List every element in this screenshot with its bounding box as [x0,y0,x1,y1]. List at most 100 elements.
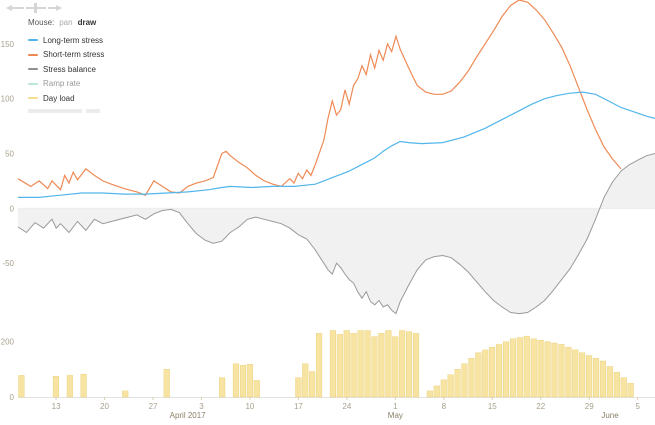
day-load-bar [606,366,613,398]
day-load-bar [537,340,544,398]
x-tick-label: 27 [149,402,158,411]
stress-lines-layer [17,0,655,198]
day-load-bar [447,374,454,398]
pan-arrows-icon[interactable] [4,0,64,18]
month-label: June [601,411,619,420]
x-tick-label: 17 [294,402,303,411]
mode-pan-option[interactable]: pan [59,18,73,27]
legend-footer [28,108,104,113]
stress-balance-swatch [28,68,38,71]
day-load-bar [371,336,378,398]
day-load-bar [426,390,433,398]
day-load-bar [406,331,413,398]
legend-panel: Mouse: pan draw Long-term stress Short-t… [28,18,104,113]
x-tick-label: 5 [635,402,640,411]
day-load-bar [613,371,620,398]
day-load-bar [343,330,350,398]
short-term-stress-swatch [28,53,38,56]
mouse-mode-selector: Mouse: pan draw [28,18,104,27]
day-load-bar [461,363,468,398]
stress-balance-area [18,153,655,314]
day-load-bar [579,352,586,398]
month-label: April 2017 [170,411,207,420]
day-load-bar [336,334,343,398]
day-load-bar [599,360,606,398]
legend-footer-bar [86,108,100,113]
axes-layer: 150 100 50 0 -50 200 0 13 20 27 3 10 17 24 1 8 15 22 29 5 Ap… [1,40,641,420]
day-load-bar [163,369,170,398]
mouse-mode-label: Mouse: [28,18,55,27]
day-load-bar [440,379,447,398]
x-tick-label: 8 [442,402,447,411]
day-load-swatch [28,97,38,100]
day-load-bar [468,358,475,398]
day-load-bar [565,347,572,398]
x-tick-label: 24 [342,402,351,411]
x-tick-label: 15 [488,402,497,411]
legend-item-short-term-stress[interactable]: Short-term stress [28,48,104,63]
x-tick-label: 22 [536,402,545,411]
x-tick-label: 20 [100,402,109,411]
day-load-bar [516,337,523,398]
day-load-bar [509,338,517,398]
short-term-stress-line [17,0,622,196]
bar-y-tick-label: 0 [10,393,15,402]
legend-item-day-load[interactable]: Day load [28,91,104,106]
day-load-bar [392,336,399,398]
day-load-bar [482,349,489,398]
y-tick-label: 0 [10,204,15,213]
legend-item-ramp-rate[interactable]: Ramp rate [28,77,104,92]
day-load-bar [350,333,357,398]
day-load-bar [309,371,316,398]
x-tick-label: 3 [199,402,204,411]
legend-item-stress-balance[interactable]: Stress balance [28,62,104,77]
day-load-bar [399,330,406,398]
day-load-bar [66,375,73,398]
day-load-bar [18,375,25,398]
day-load-bar [489,347,496,398]
y-tick-label: 50 [5,150,14,159]
legend-label-day-load: Day load [43,93,75,103]
day-load-bar [385,330,392,398]
legend-label-ramp-rate: Ramp rate [43,79,81,89]
day-load-bar [232,363,240,398]
day-load-bar [558,344,565,398]
day-load-bar [378,333,385,398]
x-tick-label: 13 [52,402,61,411]
day-load-bar [475,352,482,398]
day-load-bar [122,390,129,398]
mode-draw-option[interactable]: draw [77,18,97,27]
y-tick-label: 100 [1,95,15,104]
day-load-bar [219,377,226,398]
stress-balance-layer [17,153,655,315]
long-term-stress-swatch [28,39,38,42]
x-tick-label: 10 [245,402,254,411]
month-label: May [388,411,403,420]
day-load-bar [246,364,253,398]
day-load-bars-layer [18,330,634,398]
x-tick-label: 29 [585,402,594,411]
day-load-bar [295,377,302,398]
legend-label-stress-balance: Stress balance [43,64,96,74]
day-load-bar [52,376,59,398]
day-load-bar [302,363,309,398]
day-load-bar [253,380,260,398]
day-load-bar [454,369,461,398]
day-load-bar [433,385,440,398]
day-load-bar [572,349,579,398]
long-term-stress-line [18,91,655,198]
day-load-bar [544,341,551,398]
ramp-rate-swatch [28,82,38,85]
day-load-bar [627,383,634,398]
legend-item-long-term-stress[interactable]: Long-term stress [28,33,104,48]
day-load-bar [239,365,247,398]
day-load-bar [586,355,593,398]
x-tick-label: 1 [393,402,398,411]
legend-footer-bar [28,108,82,113]
day-load-bar [357,330,364,398]
day-load-bar [80,374,87,398]
day-load-bar [364,330,371,398]
legend-label-long-term-stress: Long-term stress [43,35,104,45]
